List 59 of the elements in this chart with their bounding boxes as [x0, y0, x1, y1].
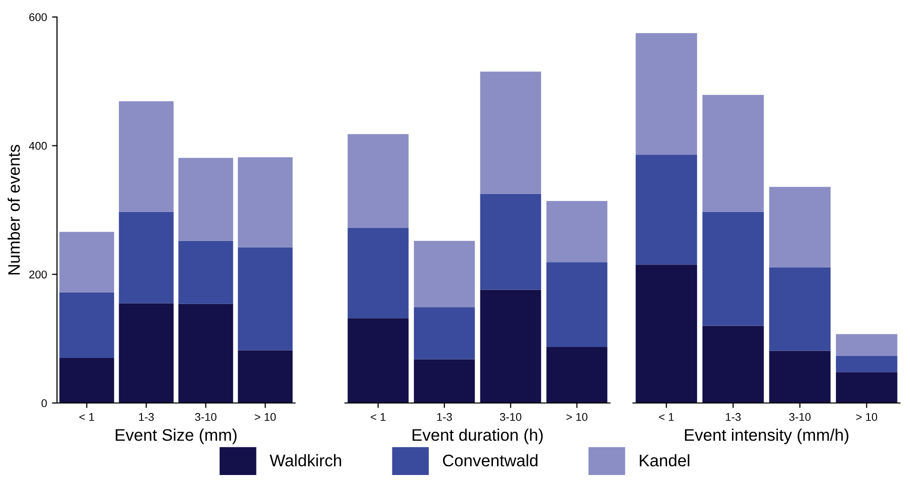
- x-tick-label: > 10: [566, 413, 588, 421]
- x-tick-label: 1-3: [437, 413, 452, 421]
- bar: [769, 186, 831, 268]
- legend-label: Kandel: [640, 454, 690, 466]
- x-tick-label: 3-10: [789, 413, 811, 421]
- x-axis-title: Event Size (mm): [116, 428, 237, 444]
- bar: [238, 247, 293, 350]
- x-tick-label: > 10: [254, 413, 276, 421]
- bar: [769, 267, 831, 351]
- bar: [480, 72, 542, 194]
- legend-label: Conventwald: [442, 454, 538, 466]
- x-axis-title: Event intensity (mm/h): [684, 428, 848, 444]
- bar: [118, 101, 174, 212]
- bar: [480, 290, 542, 403]
- bar: [480, 194, 542, 290]
- bar: [836, 372, 898, 403]
- x-tick-label: < 1: [370, 413, 386, 421]
- bar: [118, 303, 174, 403]
- bar: [702, 326, 764, 403]
- y-tick-label: 200: [29, 270, 47, 278]
- bar: [636, 154, 698, 265]
- bar: [238, 350, 293, 403]
- bar: [178, 304, 234, 403]
- bar: [414, 307, 475, 360]
- bar: [348, 228, 409, 318]
- bar: [59, 292, 114, 358]
- y-axis-title: Number of events: [8, 144, 20, 274]
- bar: [546, 347, 608, 403]
- bar: [836, 356, 898, 372]
- bar: [546, 200, 608, 262]
- bar: [59, 358, 114, 403]
- bar: [414, 359, 475, 403]
- x-tick-label: 3-10: [500, 413, 522, 421]
- x-tick-label: > 10: [856, 413, 878, 421]
- bar: [546, 262, 608, 348]
- bar: [238, 157, 293, 248]
- bar: [702, 212, 764, 326]
- x-tick-label: 3-10: [195, 413, 216, 421]
- x-axis-title: Event duration (h): [412, 428, 543, 444]
- bar: [414, 240, 475, 308]
- bar: [59, 232, 114, 292]
- bar: [636, 264, 698, 403]
- x-tick-label: < 1: [79, 413, 94, 421]
- bar: [178, 158, 234, 241]
- bar: [769, 350, 831, 403]
- x-tick-label: 1-3: [726, 413, 741, 421]
- bar: [348, 134, 409, 228]
- y-tick-label: 0: [42, 399, 47, 408]
- legend-label: Waldkirch: [270, 454, 342, 466]
- bar: [178, 240, 234, 304]
- bar: [702, 94, 764, 212]
- y-tick-label: 400: [28, 142, 47, 150]
- x-tick-label: 1-3: [139, 413, 154, 421]
- bar: [348, 318, 409, 403]
- y-tick-label: 600: [29, 13, 47, 22]
- bar: [118, 212, 174, 304]
- x-tick-label: < 1: [659, 413, 674, 421]
- bar: [836, 334, 898, 356]
- bar: [636, 33, 698, 155]
